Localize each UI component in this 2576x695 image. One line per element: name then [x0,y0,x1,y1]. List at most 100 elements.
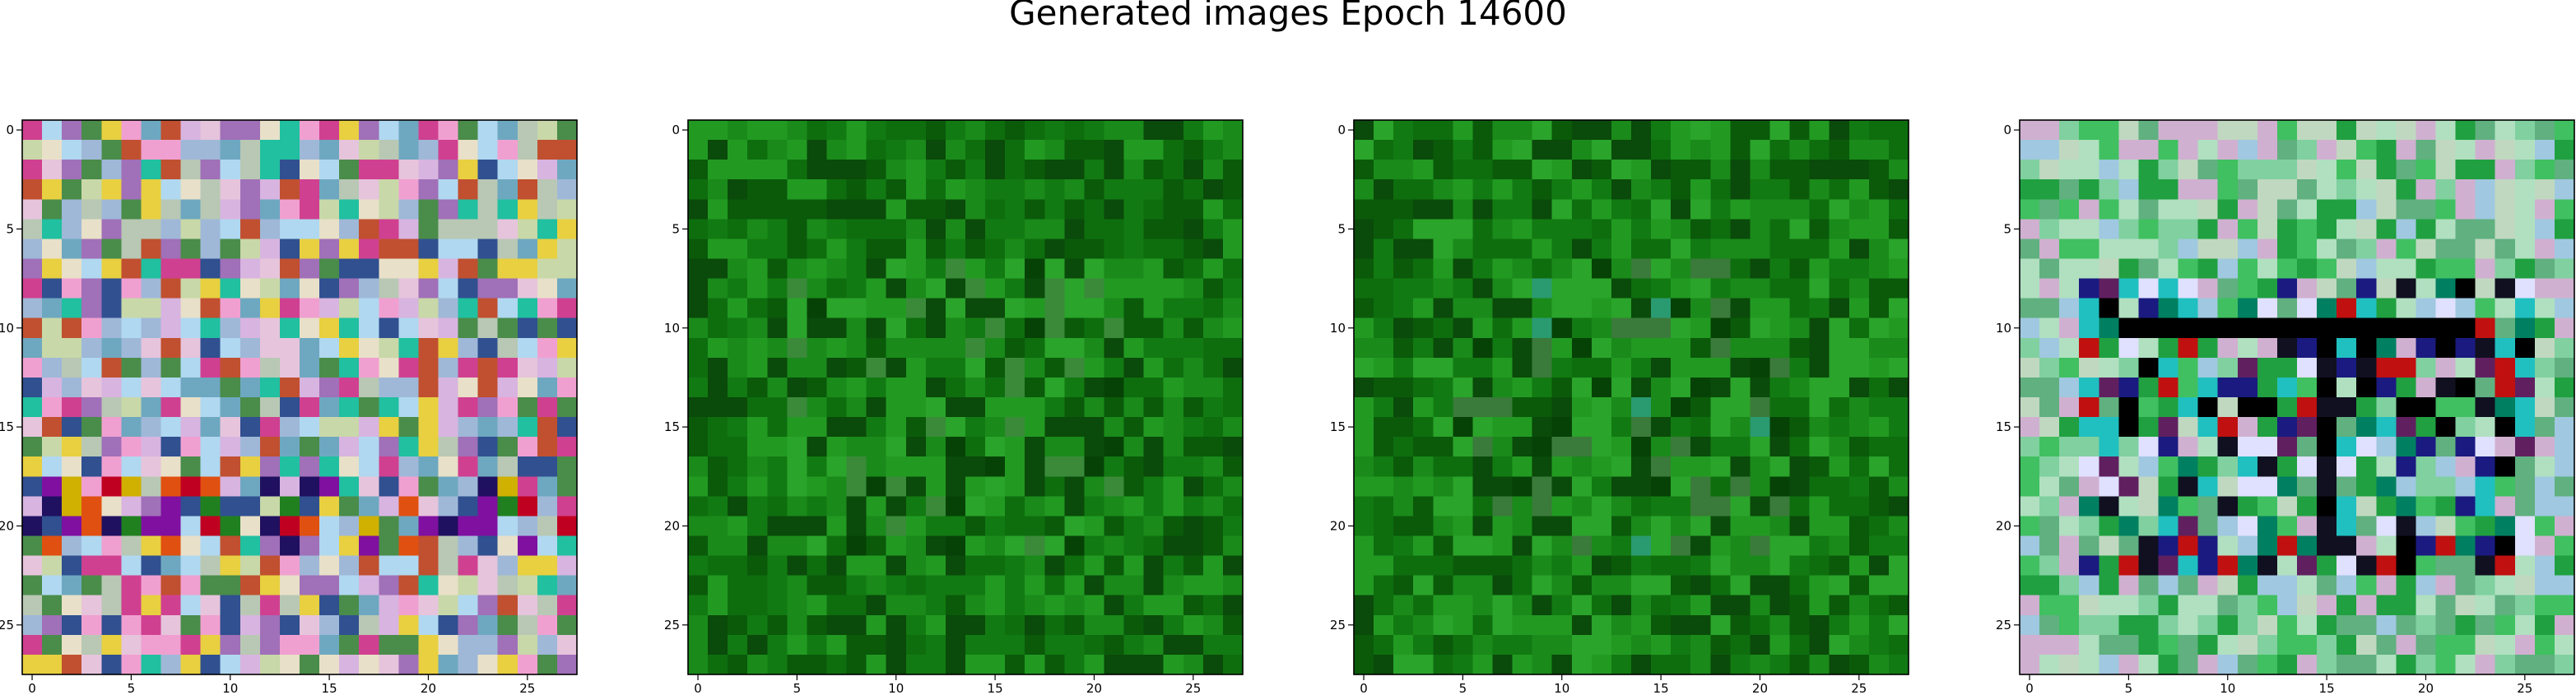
image-pixel [866,239,887,260]
image-pixel [359,258,379,280]
y-tick-label: 10 [0,321,14,336]
image-pixel [1123,357,1145,378]
image-pixel [2039,278,2060,299]
image-pixel [1888,298,1909,319]
image-pixel [1084,555,1105,577]
image-pixel [1492,120,1514,141]
image-pixel [517,219,538,240]
image-pixel [1143,535,1165,557]
image-pixel [1512,199,1533,220]
image-pixel [379,337,399,359]
image-pixel [905,199,927,220]
image-pixel [1005,337,1025,359]
image-pixel [556,614,578,636]
image-pixel [418,456,439,477]
image-pixel [1789,179,1811,200]
image-pixel [1750,516,1771,537]
image-pixel [985,219,1006,240]
image-pixel [1690,278,1711,299]
image-pixel [2158,160,2179,180]
image-pixel [1044,417,1065,438]
image-pixel [22,555,43,577]
image-pixel [1591,437,1612,457]
image-pixel [2138,614,2160,636]
image-pixel [2475,595,2496,616]
image-pixel [81,516,102,537]
image-pixel [1025,317,1045,339]
image-pixel [359,140,379,160]
image-pixel [180,317,202,339]
image-pixel [160,555,182,577]
image-pixel [945,199,966,220]
image-pixel [239,496,261,517]
image-pixel [2297,555,2318,577]
image-pixel [1750,317,1771,339]
image-pixel [807,140,828,160]
image-pixel [2435,535,2457,557]
image-pixel [2416,199,2437,220]
image-pixel [728,417,748,438]
image-pixel [1789,219,1811,240]
image-pixel [965,496,986,517]
image-pixel [359,337,379,359]
image-pixel [1671,377,1691,398]
image-pixel [239,298,261,319]
image-pixel [1631,654,1652,675]
image-pixel [418,377,439,398]
image-pixel [2138,140,2160,160]
image-pixel [1789,634,1811,656]
image-pixel [1730,219,1751,240]
image-pixel [1551,654,1573,675]
image-pixel [81,298,102,319]
image-pixel [42,575,63,596]
image-pixel [62,120,82,141]
image-pixel [2257,595,2278,616]
image-pixel [239,535,261,557]
image-pixel [517,199,538,220]
image-pixel [2475,614,2496,636]
image-pixel [239,219,261,240]
image-pixel [42,456,63,477]
image-pixel [1202,575,1224,596]
image-pixel [1472,140,1494,160]
image-pixel [556,476,578,497]
image-pixel [300,476,320,497]
image-pixel [2099,120,2119,141]
image-pixel [1202,456,1224,477]
image-pixel [2158,634,2179,656]
image-pixel [1848,179,1870,200]
image-pixel [688,456,709,477]
image-pixel [2416,160,2437,180]
image-pixel [398,337,420,359]
image-pixel [418,357,439,378]
image-pixel [2257,377,2278,398]
image-pixel [2276,516,2298,537]
image-pixel [826,614,848,636]
image-pixel [2020,535,2040,557]
image-pixel [2039,140,2060,160]
image-pixel [1591,634,1612,656]
image-pixel [2276,634,2298,656]
image-pixel [1005,654,1025,675]
image-pixel [1651,555,1672,577]
image-pixel [1730,120,1751,141]
image-pixel [985,160,1006,180]
image-pixel [1374,160,1394,180]
image-pixel [688,317,709,339]
image-pixel [1393,437,1414,457]
image-pixel [1222,278,1244,299]
image-pixel [708,595,728,616]
image-pixel [1710,199,1731,220]
image-pixel [2396,397,2417,418]
image-pixel [1413,120,1434,141]
image-pixel [517,239,538,260]
image-pixel [2059,160,2080,180]
image-pixel [537,140,558,160]
image-pixel [1393,654,1414,675]
image-pixel [945,595,966,616]
image-pixel [1750,595,1771,616]
image-pixel [2020,437,2040,457]
image-pixel [2138,437,2160,457]
image-pixel [1710,179,1731,200]
image-pixel [1551,179,1573,200]
